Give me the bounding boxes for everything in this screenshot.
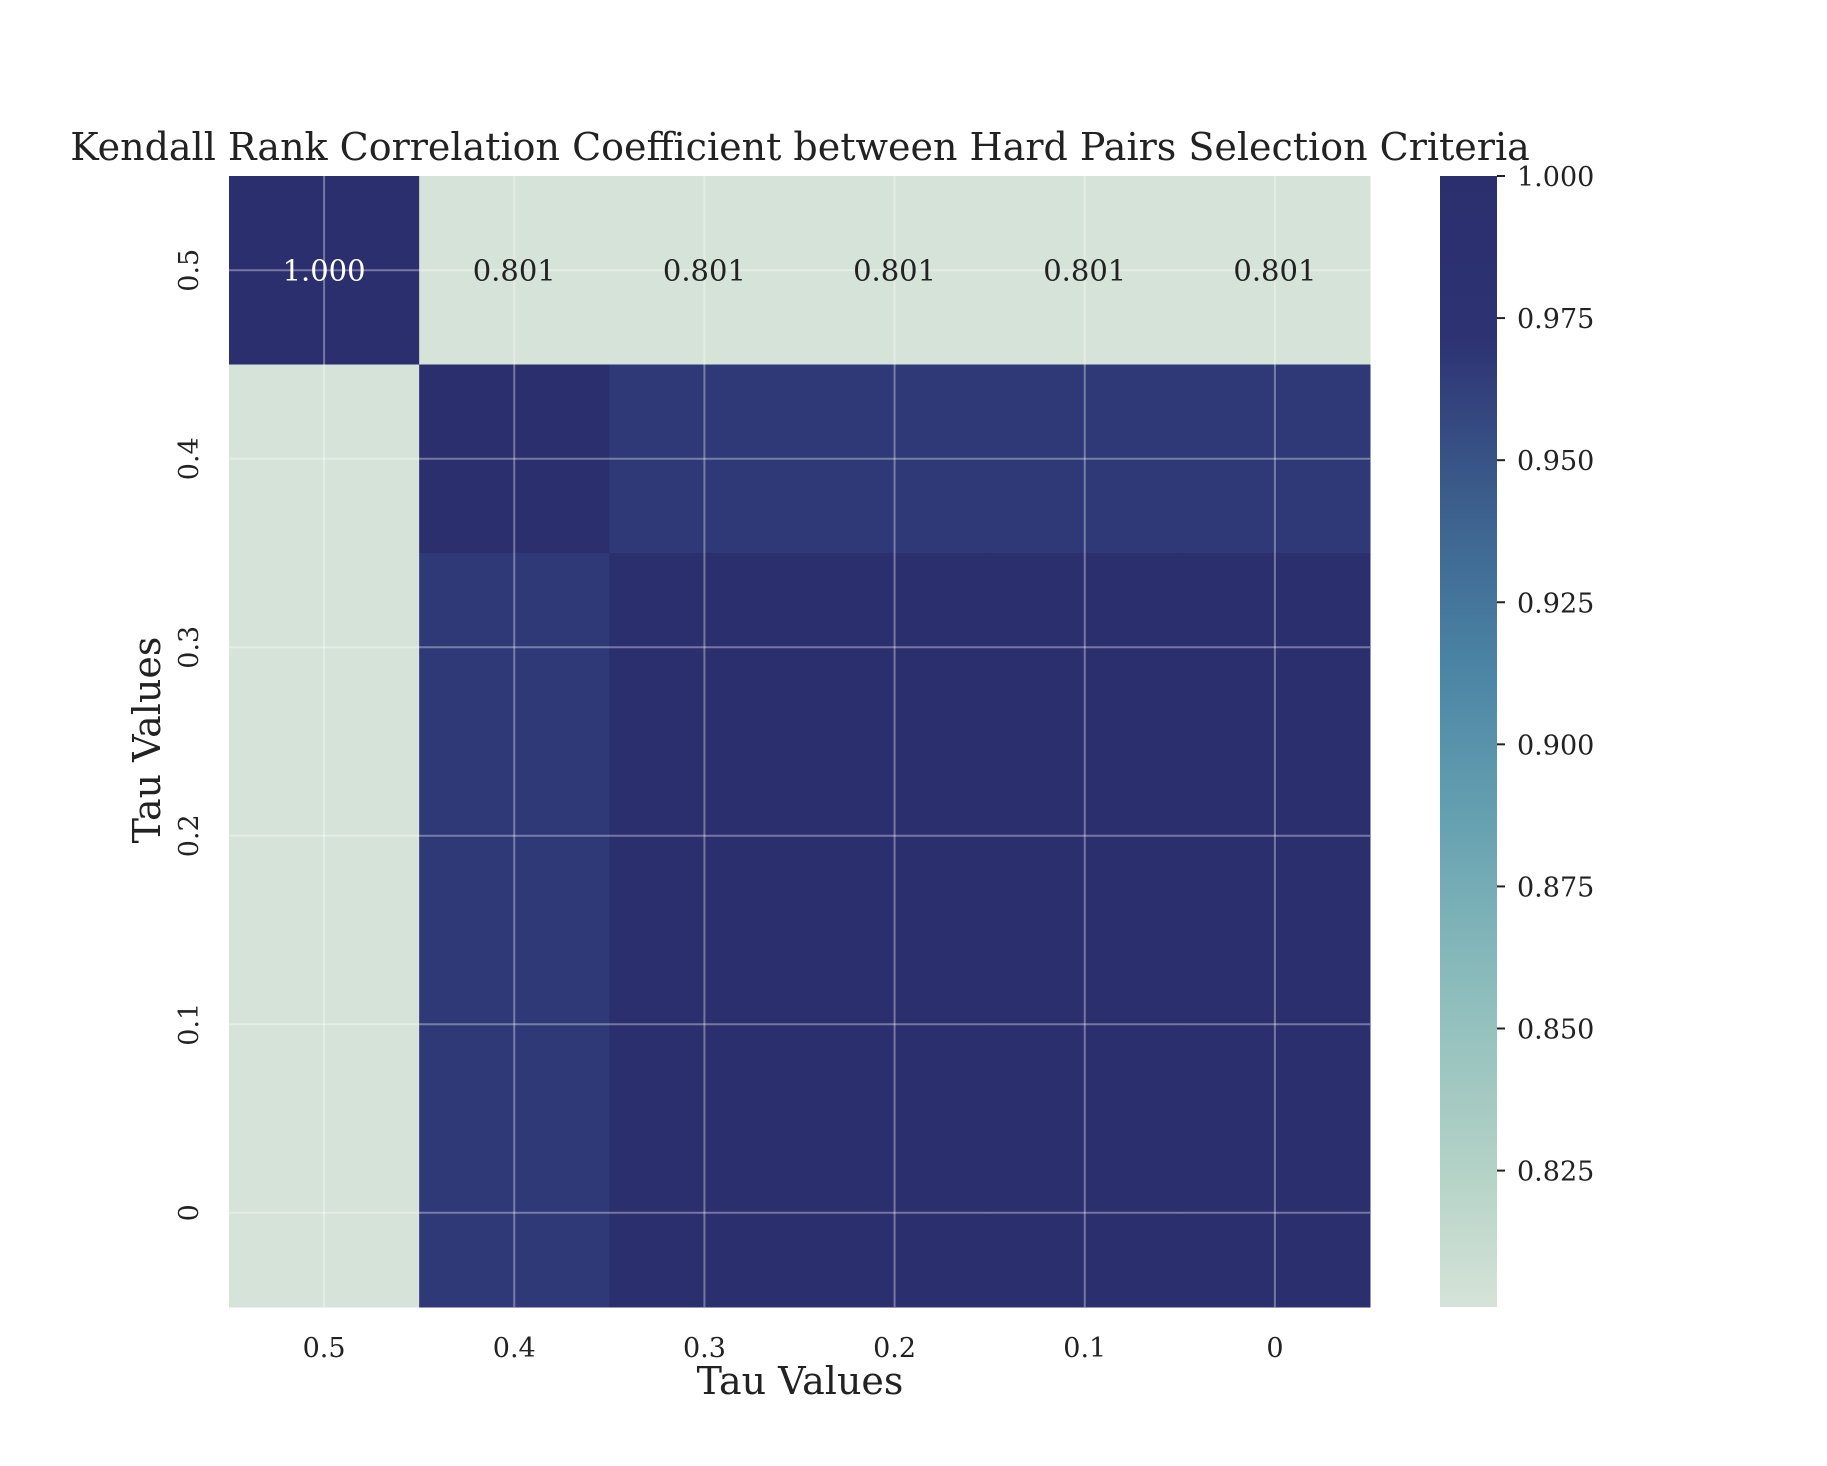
cell-annotations: 1.000 0.801 0.801 0.801 0.801 0.801 bbox=[283, 253, 1317, 287]
heatmap-cell bbox=[609, 741, 800, 931]
heatmap-cell bbox=[609, 176, 800, 365]
heatmap-cell bbox=[609, 553, 800, 742]
colorbar-tick-label: 0.950 bbox=[1517, 446, 1594, 477]
colorbar: 1.000 0.975 0.950 0.925 0.900 0.875 0.850 0.825 bbox=[1440, 162, 1594, 1307]
colorbar-tick-label: 0.900 bbox=[1517, 730, 1594, 761]
heatmap-cell bbox=[609, 1118, 800, 1308]
heatmap-cell bbox=[1179, 553, 1371, 742]
colorbar-tick-label: 0.925 bbox=[1517, 588, 1594, 619]
heatmap-cell bbox=[1179, 930, 1371, 1119]
heatmap-cell bbox=[419, 553, 610, 742]
x-tick-label: 0.2 bbox=[873, 1333, 916, 1364]
heatmap-cell bbox=[799, 176, 991, 365]
colorbar-gradient bbox=[1440, 176, 1497, 1307]
heatmap-cell bbox=[989, 176, 1181, 365]
heatmap-cell bbox=[989, 930, 1181, 1119]
heatmap-cell bbox=[799, 553, 991, 742]
cell-annotation: 0.801 bbox=[663, 253, 746, 287]
heatmap-cell bbox=[229, 741, 420, 931]
heatmap-cell bbox=[989, 553, 1181, 742]
grid-lines bbox=[229, 176, 1370, 1307]
x-tick-label: 0.3 bbox=[683, 1333, 726, 1364]
x-tick-label: 0.5 bbox=[303, 1333, 346, 1364]
y-tick-label: 0.1 bbox=[174, 1003, 205, 1046]
colorbar-tick-label: 0.850 bbox=[1517, 1015, 1594, 1046]
heatmap-cell bbox=[419, 1118, 610, 1308]
heatmap-cell bbox=[1179, 176, 1371, 365]
x-tick-label: 0.4 bbox=[493, 1333, 536, 1364]
colorbar-tick-label: 0.825 bbox=[1517, 1157, 1594, 1188]
heatmap-cell bbox=[229, 364, 420, 554]
x-tick-labels: 0.5 0.4 0.3 0.2 0.1 0 bbox=[303, 1333, 1284, 1364]
heatmap-cells bbox=[229, 176, 1371, 1308]
cell-annotation: 0.801 bbox=[1043, 253, 1126, 287]
heatmap-cell bbox=[419, 176, 610, 365]
heatmap-cell bbox=[229, 930, 420, 1119]
x-tick-label: 0.1 bbox=[1063, 1333, 1106, 1364]
heatmap-cell bbox=[1179, 1118, 1371, 1308]
heatmap-cell bbox=[799, 1118, 991, 1308]
heatmap-cell bbox=[609, 930, 800, 1119]
heatmap-cell bbox=[419, 930, 610, 1119]
y-axis-label: Tau Values bbox=[125, 637, 169, 844]
cell-annotation: 0.801 bbox=[473, 253, 556, 287]
cell-annotation: 0.801 bbox=[853, 253, 936, 287]
heatmap-cell bbox=[799, 741, 991, 931]
heatmap-cell bbox=[1179, 364, 1371, 554]
heatmap-cell bbox=[419, 364, 610, 554]
x-tick-label: 0 bbox=[1266, 1333, 1283, 1364]
colorbar-tick-label: 1.000 bbox=[1517, 162, 1594, 193]
y-tick-label: 0.5 bbox=[174, 249, 205, 292]
colorbar-tick-label: 0.975 bbox=[1517, 304, 1594, 335]
y-tick-labels: 0.5 0.4 0.3 0.2 0.1 0 bbox=[174, 249, 205, 1222]
chart-title: Kendall Rank Correlation Coefficient bet… bbox=[70, 125, 1530, 169]
heatmap-cell bbox=[989, 741, 1181, 931]
y-tick-label: 0.2 bbox=[174, 814, 205, 857]
heatmap-cell bbox=[609, 364, 800, 554]
y-tick-label: 0.3 bbox=[174, 626, 205, 669]
heatmap-cell bbox=[229, 553, 420, 742]
heatmap-cell bbox=[989, 1118, 1181, 1308]
heatmap-cell bbox=[229, 1118, 420, 1308]
x-axis-label: Tau Values bbox=[697, 1359, 904, 1403]
cell-annotation: 1.000 bbox=[283, 253, 366, 287]
y-tick-label: 0.4 bbox=[174, 437, 205, 480]
y-tick-label: 0 bbox=[174, 1204, 205, 1221]
heatmap-cell bbox=[229, 176, 420, 365]
colorbar-tick-label: 0.875 bbox=[1517, 872, 1594, 903]
heatmap-cell bbox=[799, 364, 991, 554]
heatmap-cell bbox=[1179, 741, 1371, 931]
heatmap-cell bbox=[799, 930, 991, 1119]
heatmap-cell bbox=[419, 741, 610, 931]
heatmap-cell bbox=[989, 364, 1181, 554]
cell-annotation: 0.801 bbox=[1233, 253, 1316, 287]
